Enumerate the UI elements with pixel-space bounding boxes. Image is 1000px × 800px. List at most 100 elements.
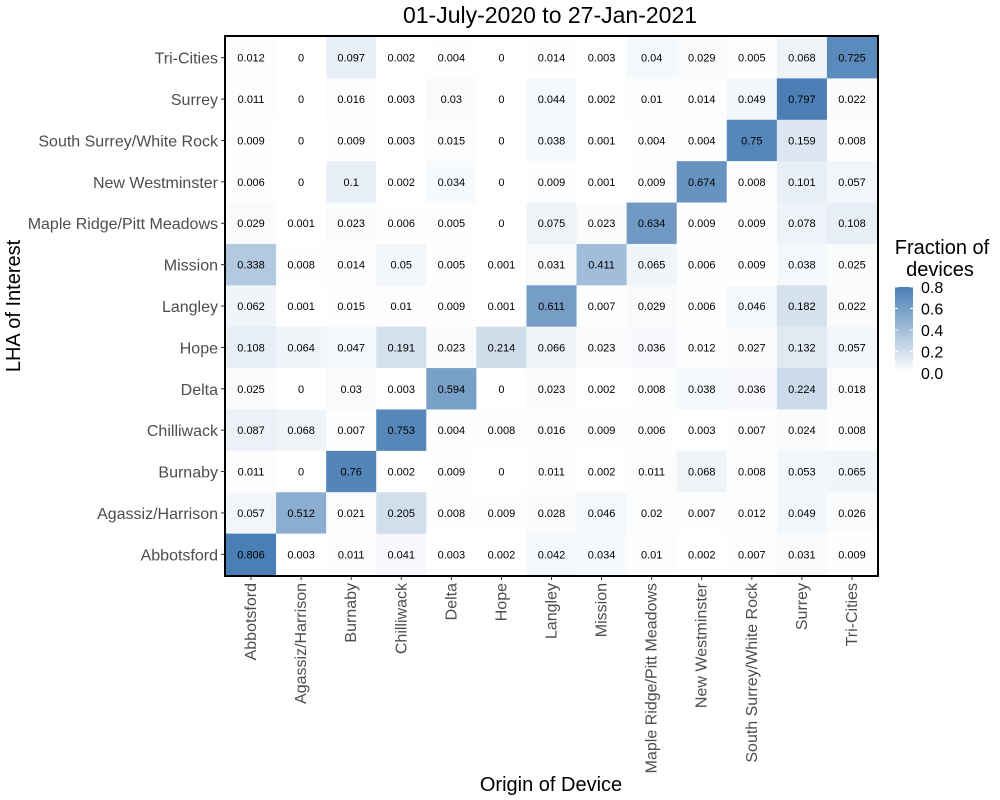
- heatmap-cell: [676, 285, 728, 328]
- cell-value-label: 0.041: [388, 549, 416, 561]
- heatmap-cell: [426, 119, 477, 162]
- cell-value-label: 0.047: [337, 342, 365, 354]
- heatmap-cell: [526, 161, 578, 204]
- cell-value-label: 0.005: [738, 53, 766, 65]
- y-tick-label: Chilliwack: [147, 423, 219, 440]
- y-tick-label: Delta: [181, 382, 218, 399]
- heatmap-cell: [576, 37, 628, 79]
- heatmap-cell: [826, 78, 878, 121]
- cell-value-label: 0.029: [237, 218, 265, 230]
- heatmap-cell: [776, 78, 828, 121]
- cell-value-label: 0.015: [337, 301, 365, 313]
- cell-value-label: 0.03: [441, 94, 462, 106]
- cell-value-label: 0.015: [438, 135, 466, 147]
- heatmap-cell: [726, 119, 778, 162]
- cell-value-label: 0.594: [438, 384, 466, 396]
- cell-value-label: 0.005: [438, 218, 466, 230]
- heatmap-cell: [226, 326, 277, 369]
- heatmap-cell: [276, 243, 327, 286]
- heatmap-cell: [826, 202, 878, 245]
- cell-value-label: 0.057: [237, 508, 265, 520]
- legend-ticks: 0.8 0.6 0.4 0.2 0.0: [895, 280, 943, 383]
- legend-tick-label: 0.6: [921, 302, 943, 319]
- heatmap-cell: [326, 37, 377, 79]
- heatmap-cell: [526, 285, 578, 328]
- legend-tick-label: 0.8: [921, 280, 943, 297]
- heatmap-cell: [376, 285, 427, 328]
- heatmap-cell: [526, 533, 578, 576]
- color-legend: Fraction of devices 0.8 0.6 0.4 0.2 0.0: [895, 237, 990, 383]
- cell-value-label: 0.002: [388, 53, 416, 65]
- heatmap-cell: [326, 409, 377, 452]
- cell-value-label: 0.003: [287, 549, 315, 561]
- x-tick-label: Langley: [544, 583, 561, 639]
- cell-value-label: 0.009: [438, 467, 466, 479]
- cell-value-label: 0.725: [838, 53, 866, 65]
- heatmap-cell: [276, 285, 327, 328]
- heatmap-cell: [426, 450, 477, 493]
- heatmap-cell: [826, 368, 878, 410]
- y-tick-label: Mission: [164, 258, 218, 275]
- heatmap-cell: [626, 37, 678, 79]
- cell-value-label: 0.014: [538, 53, 566, 65]
- heatmap-cell: [576, 409, 628, 452]
- cell-value-label: 0: [298, 94, 304, 106]
- heatmap-cell: [326, 243, 377, 286]
- cell-value-label: 0.046: [738, 301, 766, 313]
- heatmap-cell: [476, 285, 527, 328]
- heatmap-cell: [276, 78, 327, 121]
- cell-value-label: 0: [498, 177, 504, 189]
- chart-title: 01-July-2020 to 27-Jan-2021: [403, 2, 697, 28]
- heatmap-cell: [226, 368, 277, 410]
- heatmap-cell: [376, 533, 427, 576]
- cell-value-label: 0.068: [788, 53, 816, 65]
- heatmap-cell: [526, 243, 578, 286]
- cell-value-label: 0.016: [337, 94, 365, 106]
- heatmap-cell: [776, 37, 828, 79]
- cell-value-label: 0.01: [641, 549, 662, 561]
- heatmap-cell: [676, 78, 728, 121]
- cell-value-label: 0: [298, 467, 304, 479]
- cell-value-label: 0.011: [638, 467, 665, 479]
- heatmap-cell: [476, 78, 527, 121]
- cell-value-label: 0.024: [788, 425, 816, 437]
- cell-value-label: 0.031: [788, 549, 816, 561]
- cell-value-label: 0.057: [838, 342, 866, 354]
- x-tick-label: Abbotsford: [243, 583, 260, 660]
- heatmap-cell: [376, 202, 427, 245]
- cell-value-label: 0.006: [388, 218, 416, 230]
- heatmap-cell: [376, 326, 427, 369]
- cell-value-label: 0.006: [638, 425, 666, 437]
- heatmap-cell: [226, 243, 277, 286]
- y-axis-ticks: Tri-Cities Surrey South Surrey/White Rock N…: [28, 51, 225, 564]
- cell-value-label: 0.025: [838, 260, 866, 272]
- cell-value-label: 0.008: [287, 260, 315, 272]
- heatmap-cell: [626, 492, 678, 535]
- y-tick-label: South Surrey/White Rock: [38, 133, 219, 150]
- heatmap-cell: [726, 285, 778, 328]
- cell-value-label: 0.009: [488, 508, 516, 520]
- cell-value-label: 0.075: [538, 218, 566, 230]
- cell-value-label: 0.042: [538, 549, 566, 561]
- cell-value-label: 0.046: [588, 508, 616, 520]
- heatmap-cell: [526, 368, 578, 410]
- cell-value-label: 0.064: [287, 342, 315, 354]
- heatmap-cell: [626, 161, 678, 204]
- cell-value-label: 0.097: [337, 53, 365, 65]
- heatmap-cell: [226, 492, 277, 535]
- heatmap-cell: [626, 119, 678, 162]
- heatmap-cell: [376, 119, 427, 162]
- heatmap-cell: [626, 368, 678, 410]
- cell-value-label: 0.806: [237, 549, 265, 561]
- cell-value-label: 0.008: [838, 425, 866, 437]
- cell-value-label: 0.001: [488, 260, 516, 272]
- heatmap-cell: [576, 368, 628, 410]
- cell-value-label: 0: [498, 53, 504, 65]
- legend-tick-label: 0.4: [921, 323, 943, 340]
- heatmap-cell: [726, 533, 778, 576]
- heatmap-cell: [826, 492, 878, 535]
- heatmap-cell: [276, 409, 327, 452]
- heatmap-cell: [626, 533, 678, 576]
- cell-value-label: 0.008: [738, 467, 766, 479]
